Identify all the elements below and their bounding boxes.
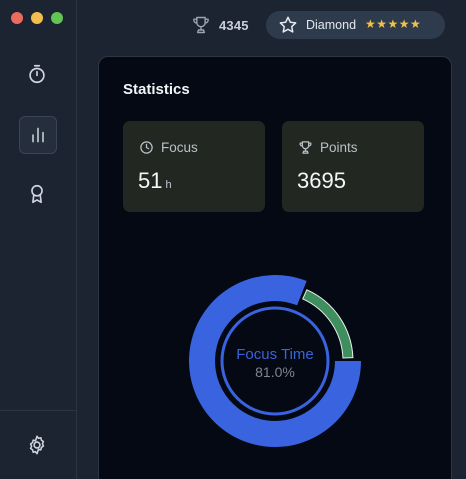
trophy-icon (193, 16, 209, 34)
trophy-icon (299, 141, 312, 154)
award-ribbon-icon (31, 184, 43, 204)
rank-stars: ★★★★★ (365, 17, 422, 31)
stopwatch-icon (29, 64, 45, 84)
focus-unit: h (165, 179, 172, 191)
donut-center-label: Focus Time (236, 346, 314, 363)
clock-icon (140, 141, 153, 154)
points-card: Points 3695 (282, 121, 424, 212)
focus-hours: 51 (138, 168, 163, 193)
focus-donut-chart (189, 275, 361, 447)
points-value: 3695 (297, 168, 346, 193)
settings-button[interactable] (19, 427, 55, 463)
sidebar-divider (0, 410, 76, 411)
sidebar-item-achievements[interactable] (19, 176, 55, 212)
donut-inner-ring (220, 306, 330, 416)
page-title: Statistics (123, 81, 190, 98)
sidebar-item-timer[interactable] (19, 56, 55, 92)
rank-badge[interactable]: Diamond ★★★★★ (266, 11, 445, 39)
rank-label: Diamond (306, 18, 357, 32)
focus-label: Focus (161, 140, 198, 155)
points-label: Points (320, 140, 358, 155)
focus-value: 51 h (138, 168, 172, 194)
close-window-button[interactable] (11, 12, 23, 24)
donut-segment-other (302, 289, 354, 359)
total-points: 4345 (219, 18, 249, 33)
statistics-panel: Statistics Focus 51 h Points 3695 Focus T… (98, 56, 452, 479)
donut-center-value: 81.0% (255, 364, 295, 380)
minimize-window-button[interactable] (31, 12, 43, 24)
donut-segment-focus (189, 275, 361, 447)
focus-card: Focus 51 h (123, 121, 265, 212)
sidebar (0, 0, 77, 479)
gear-icon (29, 435, 45, 455)
sidebar-item-statistics[interactable] (19, 116, 57, 154)
zoom-window-button[interactable] (51, 12, 63, 24)
star-outline-icon (279, 16, 297, 33)
bar-chart-icon (32, 127, 44, 143)
